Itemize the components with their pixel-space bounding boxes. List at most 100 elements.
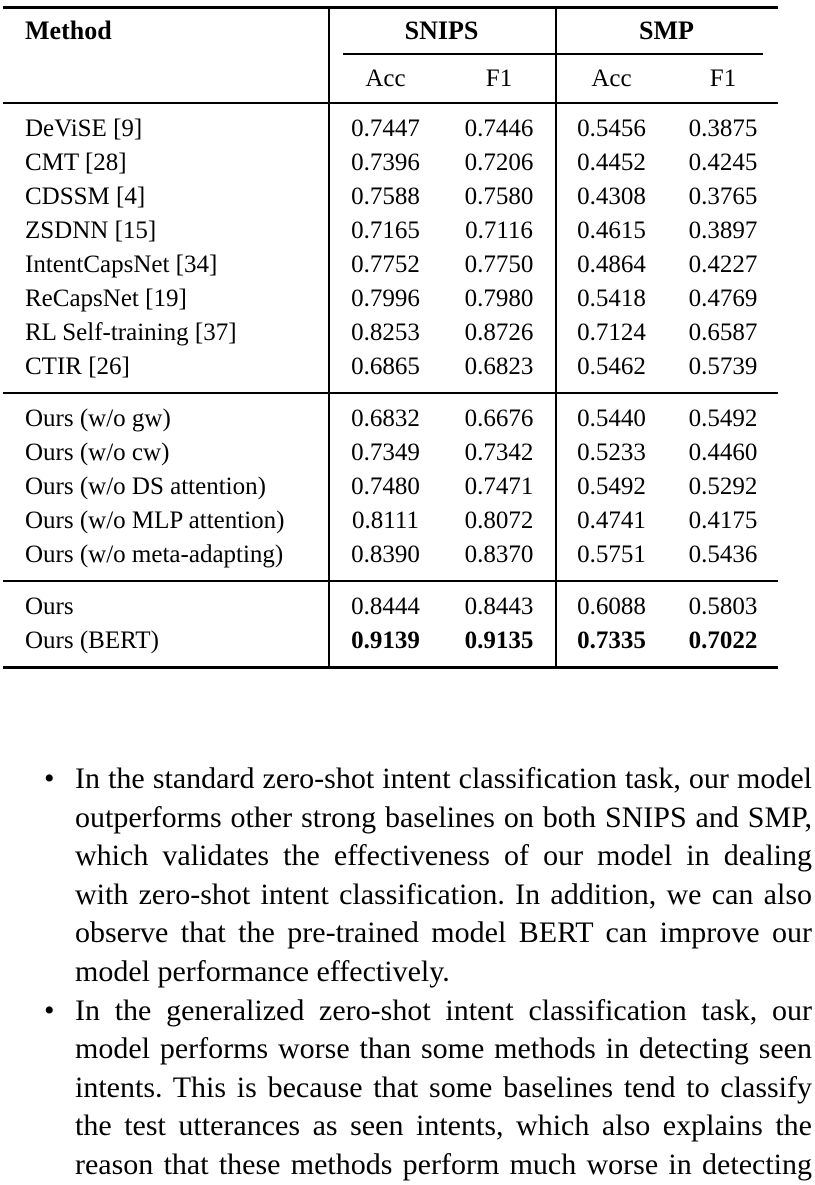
value-cell: 0.7588 (351, 183, 420, 210)
value-cell: 0.4615 (577, 217, 646, 244)
discussion-list: • In the standard zero-shot intent classi… (0, 760, 815, 1185)
value-cell: 0.5803 (688, 593, 758, 620)
table-row: Ours (w/o gw) 0.6832 0.6676 0.5440 0.5492 (3, 402, 778, 436)
value-cell: 0.5492 (577, 473, 646, 500)
method-cell: RL Self-training [37] (25, 319, 237, 346)
value-cell: 0.7206 (464, 149, 534, 176)
col-group-header-snips: SNIPS (404, 16, 479, 45)
value-cell: 0.4452 (577, 149, 646, 176)
value-cell: 0.7349 (351, 439, 420, 466)
table-group-ours: Ours 0.8444 0.8443 0.6088 0.5803 Ours (BERT) 0… (3, 582, 778, 666)
method-cell: Ours (BERT) (25, 627, 159, 654)
table-row: Ours (w/o cw) 0.7349 0.7342 0.5233 0.4460 (3, 436, 778, 470)
table-vertical-divider-1 (328, 9, 330, 667)
value-cell: 0.3765 (688, 183, 758, 210)
table-row: ReCapsNet [19] 0.7996 0.7980 0.5418 0.4769 (3, 282, 778, 316)
table-row: DeViSE [9] 0.7447 0.7446 0.5456 0.3875 (3, 112, 778, 146)
value-cell: 0.8443 (464, 593, 534, 620)
subheader-snips-f1: F1 (485, 64, 513, 92)
value-cell: 0.5492 (688, 405, 758, 432)
method-cell: Ours (w/o cw) (25, 439, 170, 466)
value-cell: 0.6088 (577, 593, 646, 620)
value-cell: 0.4769 (688, 285, 758, 312)
method-cell: CTIR [26] (25, 353, 130, 380)
bullet-icon: • (44, 993, 55, 1027)
header-midrule (343, 53, 763, 55)
value-cell: 0.6823 (464, 353, 534, 380)
table-group-baselines: DeViSE [9] 0.7447 0.7446 0.5456 0.3875 CMT [2… (3, 104, 778, 392)
value-cell: 0.5233 (577, 439, 646, 466)
value-cell: 0.7996 (351, 285, 420, 312)
table-row: Ours (w/o DS attention) 0.7480 0.7471 0.549… (3, 470, 778, 504)
value-cell: 0.8370 (464, 541, 534, 568)
value-cell: 0.4245 (688, 149, 758, 176)
table-row: IntentCapsNet [34] 0.7752 0.7750 0.4864 0.42… (3, 248, 778, 282)
table-row: Ours (w/o MLP attention) 0.8111 0.8072 0.47… (3, 504, 778, 538)
table-row: Ours 0.8444 0.8443 0.6088 0.5803 (3, 590, 778, 624)
method-cell: Ours (w/o DS attention) (25, 473, 266, 500)
value-cell: 0.4227 (688, 251, 758, 278)
table-top-rule (3, 6, 778, 9)
value-cell: 0.7447 (351, 115, 420, 142)
table-bottom-rule (3, 666, 778, 669)
value-cell: 0.4308 (577, 183, 646, 210)
method-cell: ZSDNN [15] (25, 217, 157, 244)
col-group-header-smp: SMP (639, 16, 694, 45)
value-cell: 0.7480 (351, 473, 420, 500)
value-cell: 0.3875 (688, 115, 758, 142)
value-cell: 0.7022 (688, 627, 758, 654)
value-cell: 0.8444 (351, 593, 420, 620)
table-body: DeViSE [9] 0.7447 0.7446 0.5456 0.3875 CMT [2… (3, 104, 778, 666)
table-row: CTIR [26] 0.6865 0.6823 0.5462 0.5739 (3, 350, 778, 384)
subheader-snips-acc: Acc (365, 64, 406, 92)
value-cell: 0.7124 (577, 319, 646, 346)
results-table: Method SNIPS SMP Acc F1 Acc F1 DeViSE [9… (3, 6, 778, 669)
value-cell: 0.6865 (351, 353, 420, 380)
value-cell: 0.8726 (464, 319, 534, 346)
bullet-icon: • (44, 762, 55, 795)
method-cell: CMT [28] (25, 149, 127, 176)
table-header-row: Method SNIPS SMP (3, 9, 778, 53)
value-cell: 0.9139 (351, 627, 420, 654)
value-cell: 0.7116 (465, 217, 533, 244)
value-cell: 0.8253 (351, 319, 420, 346)
table-row: RL Self-training [37] 0.8253 0.8726 0.7124 0… (3, 316, 778, 350)
method-cell: Ours (w/o gw) (25, 405, 171, 432)
value-cell: 0.7580 (464, 183, 534, 210)
value-cell: 0.7446 (464, 115, 534, 142)
table-vertical-divider-2 (555, 9, 557, 667)
table-row: CMT [28] 0.7396 0.7206 0.4452 0.4245 (3, 146, 778, 180)
value-cell: 0.8390 (351, 541, 420, 568)
table-subheader-row: Acc F1 Acc F1 (3, 55, 778, 102)
value-cell: 0.7342 (464, 439, 534, 466)
value-cell: 0.6587 (688, 319, 758, 346)
method-cell: IntentCapsNet [34] (25, 251, 218, 278)
value-cell: 0.6832 (351, 405, 420, 432)
value-cell: 0.7750 (464, 251, 534, 278)
value-cell: 0.3897 (688, 217, 758, 244)
subheader-smp-f1: F1 (709, 64, 737, 92)
group-separator-rule (3, 392, 778, 394)
group-separator-rule (3, 580, 778, 582)
value-cell: 0.8111 (352, 507, 419, 534)
bullet-item: • In the generalized zero-shot intent cla… (44, 993, 812, 1181)
method-cell: Ours (w/o MLP attention) (25, 507, 285, 534)
table-row: ZSDNN [15] 0.7165 0.7116 0.4615 0.3897 (3, 214, 778, 248)
value-cell: 0.5751 (577, 541, 646, 568)
value-cell: 0.6676 (464, 405, 534, 432)
col-header-method: Method (25, 16, 112, 45)
value-cell: 0.7980 (464, 285, 534, 312)
method-cell: CDSSM [4] (25, 183, 146, 210)
value-cell: 0.5418 (577, 285, 646, 312)
value-cell: 0.5739 (688, 353, 758, 380)
method-cell: DeViSE [9] (25, 115, 143, 142)
value-cell: 0.4175 (688, 507, 758, 534)
method-cell: ReCapsNet [19] (25, 285, 187, 312)
value-cell: 0.5440 (577, 405, 646, 432)
value-cell: 0.4864 (577, 251, 646, 278)
header-bottom-rule (3, 102, 778, 104)
table-row: Ours (BERT) 0.9139 0.9135 0.7335 0.7022 (3, 624, 778, 658)
method-cell: Ours (w/o meta-adapting) (25, 541, 284, 568)
value-cell: 0.7471 (464, 473, 534, 500)
subheader-smp-acc: Acc (591, 64, 632, 92)
